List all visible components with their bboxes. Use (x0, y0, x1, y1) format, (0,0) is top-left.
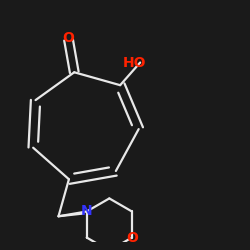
Text: HO: HO (123, 56, 146, 70)
Text: O: O (126, 230, 138, 244)
Text: O: O (62, 32, 74, 46)
Text: N: N (81, 204, 92, 218)
